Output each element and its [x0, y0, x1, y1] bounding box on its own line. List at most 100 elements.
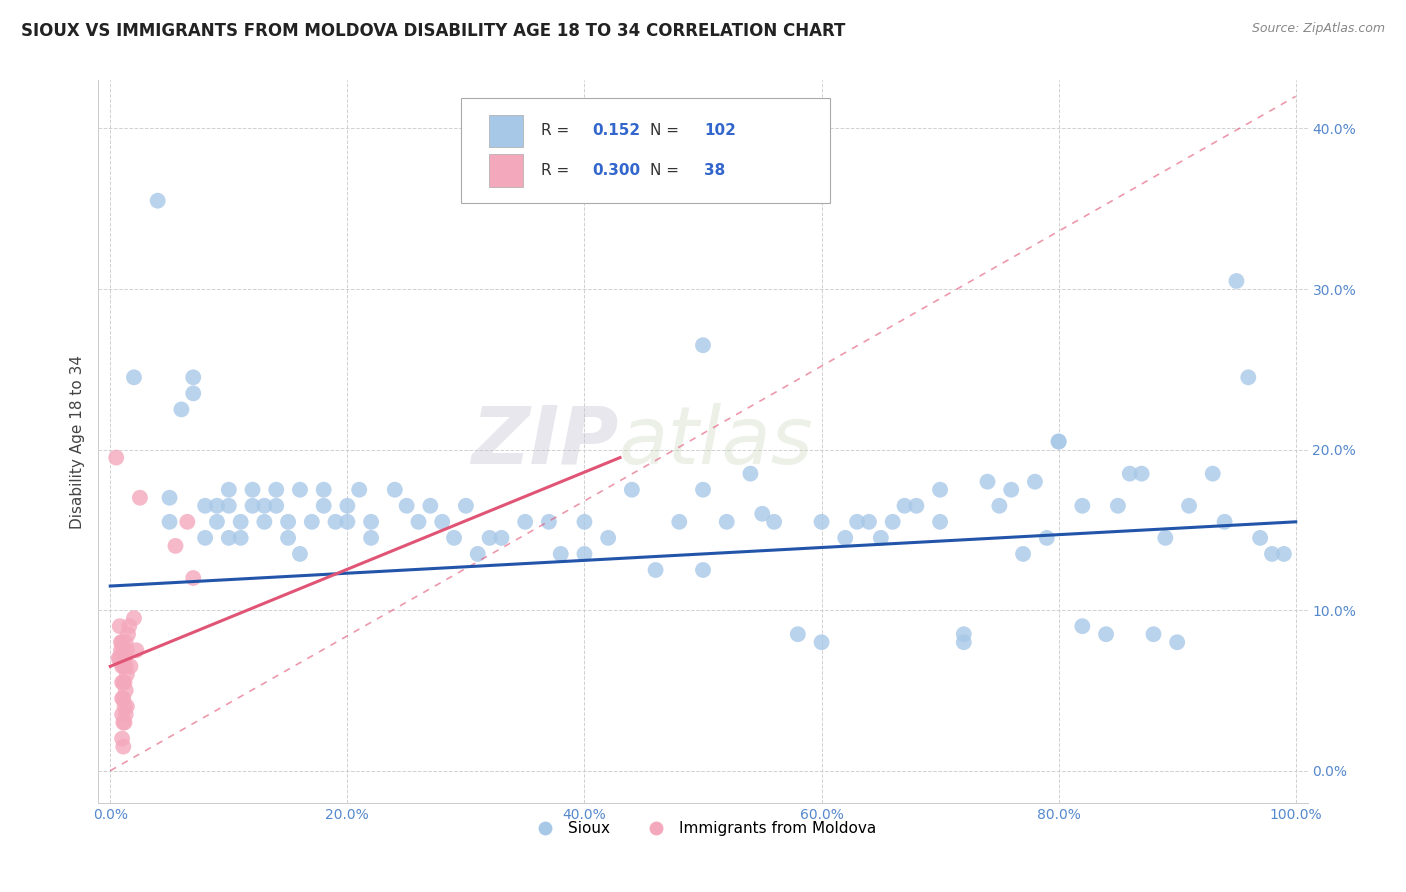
Point: [598, 531, 620, 545]
Legend: Sioux, Immigrants from Moldova: Sioux, Immigrants from Moldova: [524, 815, 882, 842]
Point: [312, 499, 335, 513]
Point: [111, 635, 134, 649]
Point: [176, 515, 198, 529]
Bar: [489, 154, 523, 186]
Point: [1166, 635, 1188, 649]
Point: [1012, 547, 1035, 561]
Point: [1249, 531, 1271, 545]
Point: [301, 515, 323, 529]
Point: [1071, 499, 1094, 513]
Point: [1047, 434, 1070, 449]
Text: 38: 38: [704, 163, 725, 178]
Point: [550, 547, 572, 561]
Point: [1142, 627, 1164, 641]
Point: [692, 483, 714, 497]
Text: R =: R =: [541, 123, 574, 138]
Point: [1024, 475, 1046, 489]
Point: [467, 547, 489, 561]
Point: [1202, 467, 1225, 481]
Point: [218, 483, 240, 497]
Point: [976, 475, 998, 489]
Point: [118, 619, 141, 633]
Point: [114, 699, 136, 714]
Point: [1130, 467, 1153, 481]
Point: [336, 515, 359, 529]
Point: [360, 515, 382, 529]
Point: [110, 635, 132, 649]
Text: N =: N =: [650, 163, 679, 178]
Point: [1261, 547, 1284, 561]
Point: [1237, 370, 1260, 384]
Point: [159, 515, 181, 529]
Point: [869, 531, 891, 545]
Point: [114, 707, 136, 722]
Point: [112, 675, 135, 690]
Point: [882, 515, 904, 529]
Point: [170, 402, 193, 417]
Point: [181, 386, 204, 401]
Point: [692, 338, 714, 352]
Point: [1154, 531, 1177, 545]
Point: [218, 499, 240, 513]
Point: [763, 515, 786, 529]
Point: [1178, 499, 1201, 513]
Point: [325, 515, 347, 529]
Point: [253, 499, 276, 513]
Point: [112, 715, 135, 730]
Point: [111, 675, 134, 690]
Point: [205, 515, 228, 529]
Point: [117, 627, 139, 641]
Text: SIOUX VS IMMIGRANTS FROM MOLDOVA DISABILITY AGE 18 TO 34 CORRELATION CHART: SIOUX VS IMMIGRANTS FROM MOLDOVA DISABIL…: [21, 22, 845, 40]
Point: [122, 611, 145, 625]
Point: [384, 483, 406, 497]
Point: [537, 515, 560, 529]
Point: [395, 499, 418, 513]
Text: 0.152: 0.152: [592, 123, 640, 138]
Point: [181, 571, 204, 585]
Point: [114, 683, 136, 698]
Point: [218, 531, 240, 545]
Point: [432, 515, 454, 529]
Point: [107, 651, 129, 665]
Point: [111, 659, 134, 673]
Point: [620, 483, 643, 497]
Point: [277, 515, 299, 529]
Bar: [489, 114, 523, 147]
Point: [905, 499, 928, 513]
Point: [181, 370, 204, 384]
Text: 102: 102: [704, 123, 737, 138]
Point: [360, 531, 382, 545]
Point: [1095, 627, 1118, 641]
Point: [114, 675, 136, 690]
Point: [988, 499, 1011, 513]
Point: [716, 515, 738, 529]
Point: [129, 491, 152, 505]
Point: [229, 531, 252, 545]
Point: [111, 731, 134, 746]
Text: atlas: atlas: [619, 402, 813, 481]
Text: R =: R =: [541, 163, 574, 178]
Point: [125, 643, 148, 657]
Point: [952, 627, 974, 641]
Point: [111, 707, 134, 722]
Text: 0.300: 0.300: [592, 163, 640, 178]
Point: [264, 483, 287, 497]
Text: ZIP: ZIP: [471, 402, 619, 481]
Point: [111, 691, 134, 706]
Point: [834, 531, 856, 545]
Point: [112, 643, 135, 657]
Point: [312, 483, 335, 497]
Point: [114, 635, 136, 649]
Point: [478, 531, 501, 545]
Point: [205, 499, 228, 513]
Point: [574, 515, 596, 529]
Point: [810, 515, 832, 529]
Point: [288, 547, 311, 561]
Point: [105, 450, 128, 465]
Point: [114, 715, 136, 730]
Point: [112, 691, 135, 706]
Point: [112, 659, 135, 673]
Point: [858, 515, 880, 529]
Point: [1071, 619, 1094, 633]
Point: [115, 667, 138, 681]
